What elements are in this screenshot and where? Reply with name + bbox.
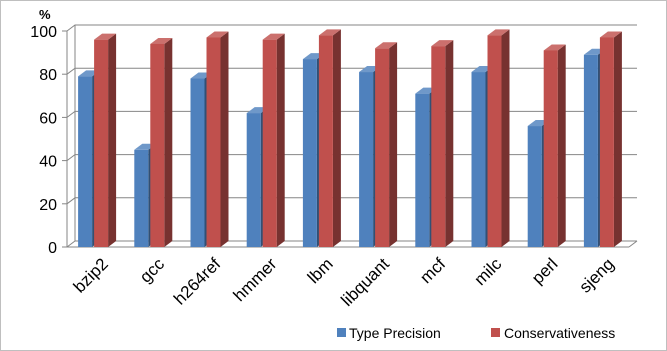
bar-top-conservativeness-perl [543,44,566,51]
bar-top-conservativeness-libquant [375,42,398,49]
floor-edge [628,240,638,248]
x-tick-label-sjeng: sjeng [576,254,618,296]
legend-label-type-precision: Type Precision [349,325,441,341]
x-tick-label-lbm: lbm [304,254,337,287]
bar-side-conservativeness-mcf [445,40,454,248]
bar-conservativeness-perl [543,50,558,247]
bar-conservativeness-h264ref [206,37,221,248]
x-tick-label-h264ref: h264ref [170,254,224,308]
y-tick-label: 80 [39,67,57,84]
x-tick-label-gcc: gcc [136,254,168,286]
legend-swatch-type-precision [337,328,346,337]
x-tick-label-bzip2: bzip2 [70,254,112,296]
bar-side-conservativeness-perl [557,44,566,247]
legend-swatch-conservativeness [491,328,500,337]
y-tick-label: 40 [39,154,57,171]
bar-type-precision-lbm [302,59,317,247]
bar-type-precision-hmmer [246,113,261,247]
legend: Type Precision Conservativeness [337,325,615,341]
bar-top-conservativeness-hmmer [262,33,285,40]
bar-type-precision-perl [527,126,542,247]
bar-top-conservativeness-sjeng [599,31,622,38]
bar-type-precision-libquant [359,72,374,247]
bar-side-conservativeness-sjeng [613,31,622,248]
bar-side-conservativeness-lbm [332,29,341,247]
bar-conservativeness-gcc [150,43,165,248]
bar-conservativeness-sjeng [599,37,614,248]
bars [78,29,622,248]
bar-side-conservativeness-bzip2 [108,33,117,247]
bar-type-precision-gcc [134,149,149,247]
bar-side-conservativeness-gcc [164,37,173,248]
bar-type-precision-mcf [415,93,430,247]
bar-top-conservativeness-gcc [150,37,173,44]
bar-conservativeness-hmmer [262,39,277,247]
x-tick-label-hmmer: hmmer [230,254,281,305]
bar-type-precision-milc [471,72,486,247]
x-tick-label-libquant: libquant [337,254,393,310]
bar-side-conservativeness-milc [501,29,510,247]
bar-side-conservativeness-libquant [389,42,398,247]
bar-type-precision-h264ref [190,78,205,248]
bar-conservativeness-bzip2 [94,39,109,247]
bar-type-precision-sjeng [583,54,598,248]
bar-top-conservativeness-lbm [318,29,341,36]
bar-top-conservativeness-bzip2 [94,33,117,40]
x-tick-label-mcf: mcf [416,254,449,287]
bar-type-precision-bzip2 [78,76,93,247]
bar-side-conservativeness-hmmer [276,33,285,247]
bar-conservativeness-milc [487,35,502,247]
bar-top-conservativeness-mcf [431,40,454,47]
x-tick-label-milc: milc [471,254,506,289]
y-tick-label: 60 [39,110,57,127]
x-tick-label-perl: perl [528,254,561,287]
bar-side-conservativeness-h264ref [220,31,229,248]
legend-label-conservativeness: Conservativeness [504,325,615,341]
y-tick-label: 0 [48,240,57,257]
y-tick-label: 20 [39,197,57,214]
bar-conservativeness-lbm [318,35,333,247]
y-unit-label: % [39,7,51,22]
bar-top-conservativeness-h264ref [206,31,229,38]
bar-conservativeness-mcf [431,46,446,248]
bar-top-conservativeness-milc [487,29,510,36]
y-tick-label: 100 [30,24,57,41]
bar-conservativeness-libquant [375,48,390,247]
gridline [66,24,637,32]
